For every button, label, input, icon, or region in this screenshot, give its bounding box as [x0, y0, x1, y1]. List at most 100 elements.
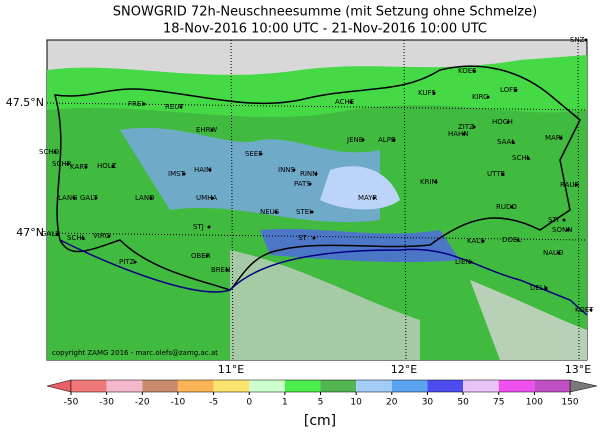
station-dot [107, 234, 111, 238]
station-label: OBER [191, 252, 211, 260]
lon-label: 11°E [218, 363, 244, 376]
colorbar-tick-label: -50 [64, 398, 79, 408]
station-label: DOEL [502, 236, 521, 244]
station-dot [562, 218, 566, 222]
station-label: GALT [80, 194, 98, 202]
station-label: SCHL [512, 154, 531, 162]
station-label: FREI [128, 100, 143, 108]
station-dot [292, 168, 296, 172]
station-label: KUFS [418, 89, 436, 97]
station-label: ACHE [335, 98, 354, 106]
station-label: EHRW [196, 126, 217, 134]
colorbar-segment [391, 380, 428, 392]
valley-gray [470, 280, 587, 360]
station-dot [566, 228, 570, 232]
station-label: STJ [193, 223, 204, 231]
station-dot [314, 172, 318, 176]
station-label: SEEF [245, 150, 262, 158]
station-dot [544, 286, 548, 290]
station-label: UMHA [196, 194, 217, 202]
station-label: REUT [165, 103, 184, 111]
colorbar-tick-label: 150 [561, 398, 578, 408]
colorbar-segment [249, 380, 285, 392]
station-label: KOET [575, 306, 594, 314]
station-dot [308, 182, 312, 186]
station-dot [559, 136, 563, 140]
station-dot [111, 164, 115, 168]
station-dot [179, 105, 183, 109]
station-label: KART [70, 163, 89, 171]
station-dot [557, 251, 561, 255]
station-label: INNS [278, 166, 296, 174]
station-dot [472, 125, 476, 129]
station-label: JENB [346, 136, 364, 144]
station-dot [142, 102, 146, 106]
colorbar-segment [284, 380, 321, 392]
station-dot [208, 168, 212, 172]
station-label: UTTE [487, 170, 505, 178]
station-label: SCHR [52, 160, 72, 168]
station-label: LANG [58, 194, 78, 202]
colorbar-tick-label: 5 [318, 398, 324, 408]
station-dot [486, 95, 490, 99]
colorbar-segment [320, 380, 357, 392]
colorbar-over [569, 379, 598, 393]
station-label: IMST [168, 170, 186, 178]
station-dot [349, 100, 353, 104]
station-dot [392, 138, 396, 142]
lat-label: 47.5°N [6, 96, 44, 109]
snow-blue [120, 127, 380, 223]
station-dot [501, 172, 505, 176]
station-dot [81, 236, 85, 240]
station-label: RAUR [560, 181, 579, 189]
colorbar-tick-label: 75 [493, 398, 504, 408]
station-label: ZITZ [458, 123, 474, 131]
station-dot [55, 232, 59, 236]
colorbar-tick-label: -30 [99, 398, 114, 408]
colorbar-tick-label: 0 [246, 398, 252, 408]
lat-label: 47°N [16, 226, 44, 239]
station-label: ST [298, 234, 307, 242]
station-label: HOLZ [97, 162, 117, 170]
colorbar-tick-label: -5 [209, 398, 218, 408]
station-label: KOES [458, 67, 477, 75]
station-label: KRIM [420, 178, 438, 186]
station-label: GALZ [41, 230, 60, 238]
colorbar-segment [142, 380, 178, 392]
station-dot [84, 165, 88, 169]
colorbar-tick-label: 10 [350, 398, 362, 408]
station-dot [361, 138, 365, 142]
station-dot [259, 152, 263, 156]
station-label: DELL [530, 284, 548, 292]
station-dot [514, 88, 518, 92]
station-label: SAAL [497, 138, 515, 146]
valley-gray [230, 250, 420, 360]
station-dot [210, 196, 214, 200]
colorbar-segment [106, 380, 143, 392]
station-dot [516, 238, 520, 242]
colorbar-tick-label: -20 [135, 398, 150, 408]
station-label: SCHL [67, 234, 86, 242]
station-dot [434, 180, 438, 184]
station-dot [274, 210, 278, 214]
station-dot [312, 236, 316, 240]
station-label: NEUS [260, 208, 280, 216]
station-label: KALS [467, 237, 485, 245]
station-label: RUDO [496, 203, 517, 211]
station-label: LOFE [500, 86, 518, 94]
station-label: STI [548, 216, 559, 224]
station-dot [481, 239, 485, 243]
station-dot [149, 196, 153, 200]
colorbar-unit: [cm] [304, 413, 336, 429]
station-label: NAUD [543, 249, 564, 257]
colorbar-tick-label: 20 [386, 398, 398, 408]
station-label: VIRG [93, 232, 110, 240]
station-dot [462, 132, 466, 136]
station-label: LAND [135, 194, 154, 202]
station-dot [526, 156, 530, 160]
station-dot [310, 210, 314, 214]
colorbar-tick-label: 30 [422, 398, 434, 408]
station-dot [584, 38, 588, 42]
station-label: MARI [545, 134, 563, 142]
